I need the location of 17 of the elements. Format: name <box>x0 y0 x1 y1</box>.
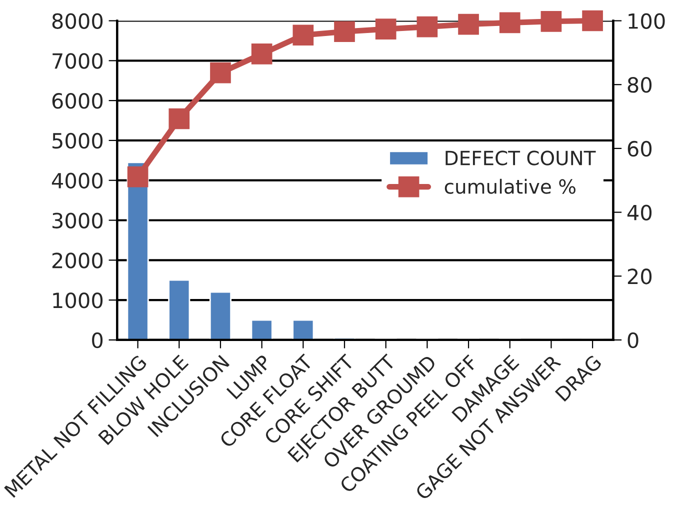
y-tick-label: 5000 <box>52 132 103 149</box>
y-tick-label: 1000 <box>53 292 103 308</box>
y2-tick-label: 80 <box>628 77 652 93</box>
y-tick-label: 4000 <box>52 172 103 189</box>
y2-tick-label: 100 <box>628 13 665 29</box>
legend-label: DEFECT COUNT <box>446 150 596 166</box>
y2-tick-label: 20 <box>628 268 652 284</box>
y-tick-label: 6000 <box>52 93 103 109</box>
y-tick-label: 2000 <box>52 252 103 268</box>
y-tick-label: 3000 <box>52 212 103 228</box>
y2-tick-label: 40 <box>627 204 652 220</box>
y2-tick-label: 0 <box>628 332 638 348</box>
y-tick-label: 0 <box>92 332 103 348</box>
y2-tick-label: 60 <box>628 140 652 157</box>
y-tick-label: 7000 <box>52 53 103 69</box>
y-tick-label: 8000 <box>52 13 103 29</box>
legend-label: cumulative % <box>444 178 576 194</box>
